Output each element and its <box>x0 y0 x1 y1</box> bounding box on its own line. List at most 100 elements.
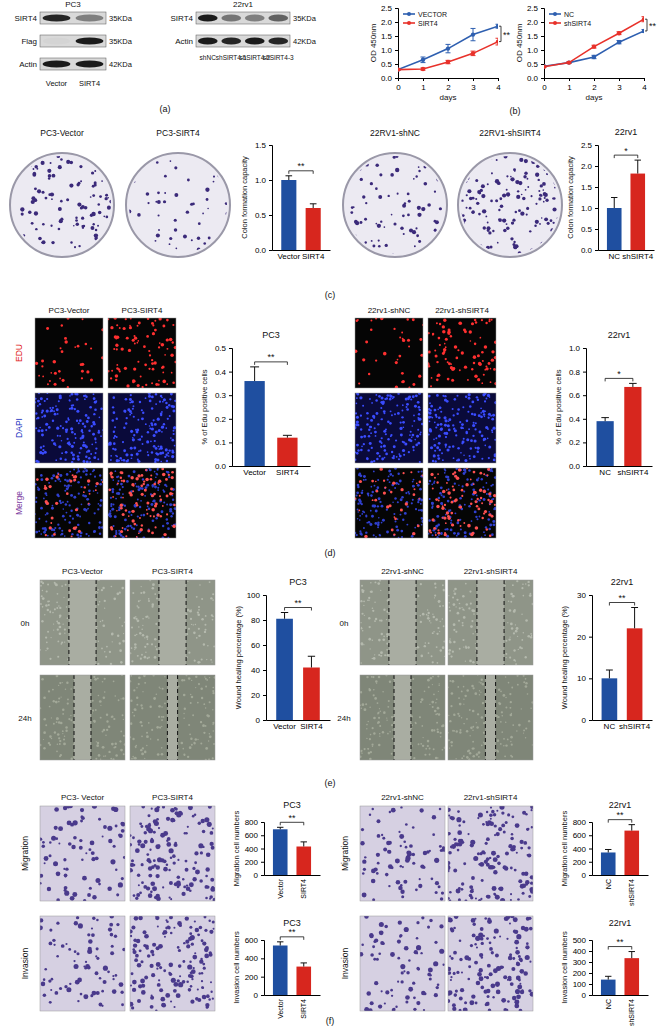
texture-dot <box>406 524 408 526</box>
texture-dot <box>520 212 524 216</box>
texture-dot <box>366 423 369 426</box>
texture-dot <box>87 508 89 510</box>
texture-dot <box>390 473 392 475</box>
texture-dot <box>399 427 402 430</box>
texture-dot <box>557 251 560 254</box>
texture-dot <box>140 514 142 516</box>
texture-dot <box>412 481 414 483</box>
texture-dot <box>402 426 404 428</box>
texture-dot <box>487 183 489 185</box>
texture-dot <box>45 197 48 200</box>
texture-dot <box>116 455 118 457</box>
texture-dot <box>461 351 464 354</box>
texture-dot <box>45 429 47 431</box>
texture-dot <box>428 351 431 354</box>
texture-dot <box>458 213 462 217</box>
texture-dot <box>480 412 482 414</box>
image-frame <box>108 393 176 463</box>
texture-dot <box>206 198 209 201</box>
texture-dot <box>12 177 16 181</box>
texture-dot <box>9 178 12 181</box>
texture-dot <box>40 478 43 481</box>
texture-dot <box>373 417 375 419</box>
texture-dot <box>73 458 75 460</box>
texture-dot <box>169 503 172 506</box>
texture-dot <box>415 175 417 177</box>
texture-dot <box>435 460 437 462</box>
texture-dot <box>94 170 96 172</box>
texture-dot <box>424 165 427 168</box>
texture-dot <box>74 475 77 478</box>
texture-dot <box>90 379 93 382</box>
texture-dot <box>388 470 391 473</box>
texture-dot <box>86 509 88 511</box>
texture-dot <box>70 494 73 497</box>
texture-dot <box>391 254 395 258</box>
texture-dot <box>137 439 139 441</box>
texture-dot <box>147 454 149 456</box>
texture-dot <box>52 505 54 507</box>
texture-dot <box>421 524 423 526</box>
texture-dot <box>44 529 47 532</box>
texture-dot <box>479 244 483 248</box>
texture-dot <box>448 362 451 365</box>
texture-dot <box>165 402 168 405</box>
texture-dot <box>141 436 143 438</box>
texture-dot <box>209 162 212 165</box>
texture-dot <box>418 509 420 511</box>
texture-dot <box>167 452 169 454</box>
texture-dot <box>411 436 413 438</box>
texture-dot <box>123 409 126 412</box>
texture-dot <box>73 527 77 531</box>
texture-dot <box>55 444 57 446</box>
texture-dot <box>478 362 481 365</box>
image-background <box>108 393 176 463</box>
texture-dot <box>373 471 375 473</box>
texture-dot <box>370 494 373 497</box>
texture-dot <box>172 456 174 458</box>
texture-dot <box>491 319 493 321</box>
texture-dot <box>8 161 12 165</box>
texture-dot <box>375 509 378 512</box>
texture-dot <box>137 384 140 387</box>
texture-dot <box>488 362 491 365</box>
texture-dot <box>98 526 101 529</box>
texture-dot <box>73 442 75 444</box>
texture-dot <box>386 394 389 397</box>
texture-dot <box>97 508 99 510</box>
texture-dot <box>375 536 377 538</box>
texture-dot <box>144 495 146 497</box>
texture-dot <box>89 461 91 463</box>
texture-dot <box>169 338 173 342</box>
texture-dot <box>381 397 384 400</box>
texture-dot <box>429 428 431 430</box>
texture-dot <box>92 223 94 225</box>
texture-dot <box>405 502 408 505</box>
texture-dot <box>51 241 54 244</box>
texture-dot <box>348 244 350 246</box>
texture-dot <box>139 450 141 452</box>
texture-dot <box>466 420 469 423</box>
texture-dot <box>152 519 155 522</box>
texture-dot <box>412 434 415 437</box>
texture-dot <box>377 486 380 489</box>
texture-dot <box>150 474 152 476</box>
texture-dot <box>408 200 411 203</box>
blot-band <box>221 14 241 21</box>
texture-dot <box>103 235 105 237</box>
texture-dot <box>538 190 540 192</box>
texture-dot <box>397 473 399 475</box>
texture-dot <box>418 170 420 172</box>
texture-dot <box>122 536 125 538</box>
texture-dot <box>429 420 431 422</box>
texture-dot <box>166 406 169 409</box>
texture-dot <box>148 393 151 395</box>
texture-dot <box>93 397 96 400</box>
texture-dot <box>398 453 400 455</box>
texture-dot <box>166 518 168 520</box>
texture-dot <box>398 355 401 358</box>
texture-dot <box>84 206 88 210</box>
texture-dot <box>375 481 377 483</box>
texture-dot <box>362 195 365 198</box>
texture-dot <box>136 453 139 456</box>
